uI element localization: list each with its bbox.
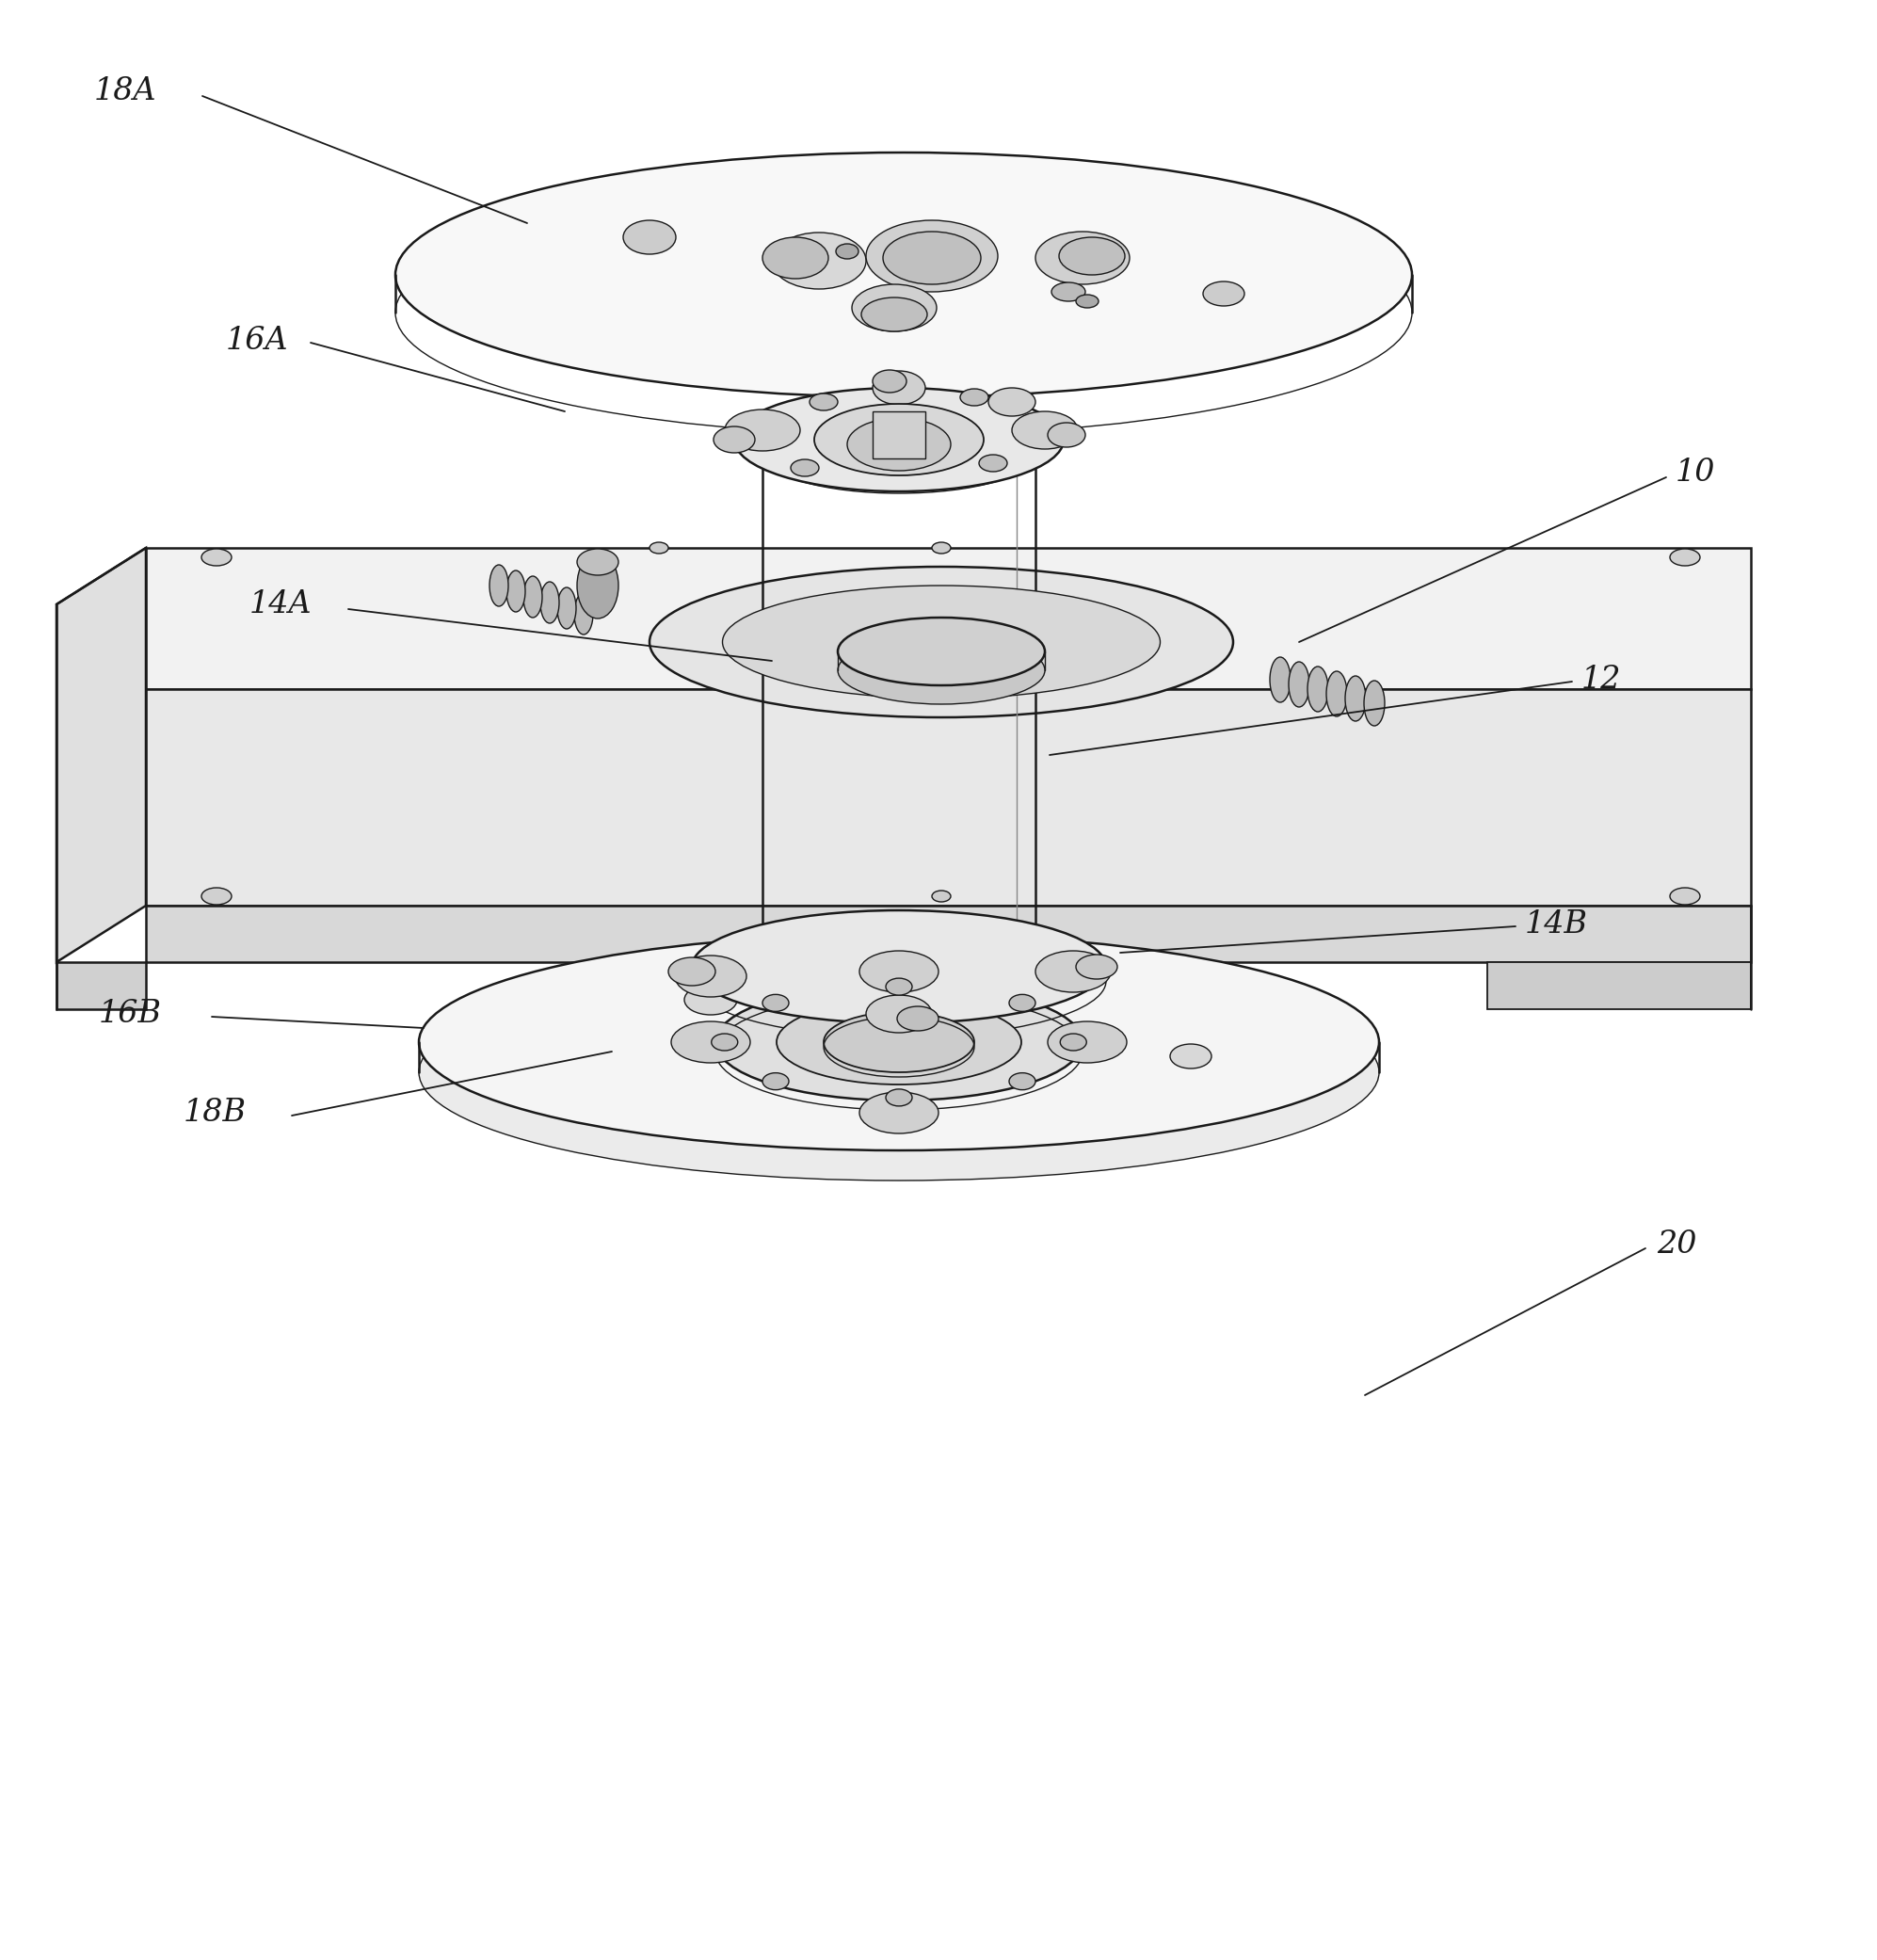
- Ellipse shape: [713, 427, 755, 453]
- Ellipse shape: [860, 1092, 938, 1133]
- Ellipse shape: [1010, 994, 1036, 1011]
- Ellipse shape: [1047, 1021, 1126, 1062]
- Ellipse shape: [762, 1072, 788, 1090]
- Ellipse shape: [1059, 237, 1124, 274]
- Ellipse shape: [762, 237, 828, 278]
- Text: 20: 20: [1657, 1229, 1697, 1260]
- Ellipse shape: [1010, 1072, 1036, 1090]
- Ellipse shape: [989, 388, 1036, 416]
- Ellipse shape: [396, 153, 1412, 398]
- Ellipse shape: [886, 1090, 912, 1105]
- Ellipse shape: [725, 410, 800, 451]
- Ellipse shape: [693, 909, 1106, 1023]
- Ellipse shape: [790, 459, 818, 476]
- Ellipse shape: [762, 923, 1036, 1002]
- Ellipse shape: [668, 956, 715, 986]
- Ellipse shape: [649, 543, 668, 553]
- Ellipse shape: [852, 284, 937, 331]
- Ellipse shape: [873, 370, 925, 406]
- Ellipse shape: [1327, 670, 1348, 717]
- Ellipse shape: [1061, 1033, 1087, 1051]
- Ellipse shape: [847, 417, 952, 470]
- Ellipse shape: [762, 414, 1036, 494]
- Ellipse shape: [897, 1005, 938, 1031]
- Ellipse shape: [824, 1011, 974, 1072]
- Ellipse shape: [676, 956, 747, 998]
- Ellipse shape: [1047, 423, 1085, 447]
- Ellipse shape: [1271, 657, 1291, 702]
- Ellipse shape: [862, 298, 927, 331]
- Ellipse shape: [201, 888, 231, 906]
- Ellipse shape: [931, 543, 952, 553]
- Text: 14B: 14B: [1524, 909, 1588, 939]
- Ellipse shape: [837, 637, 1045, 704]
- Text: 16B: 16B: [99, 1000, 161, 1029]
- Ellipse shape: [490, 564, 509, 606]
- Ellipse shape: [931, 890, 952, 902]
- Polygon shape: [146, 906, 1751, 962]
- Ellipse shape: [1671, 549, 1701, 566]
- Ellipse shape: [576, 553, 618, 619]
- Ellipse shape: [672, 1021, 751, 1062]
- Ellipse shape: [419, 964, 1380, 1180]
- Polygon shape: [1487, 962, 1751, 1009]
- Ellipse shape: [835, 243, 858, 259]
- Ellipse shape: [715, 984, 1083, 1100]
- Text: 12: 12: [1582, 664, 1622, 694]
- Ellipse shape: [1289, 662, 1310, 708]
- Ellipse shape: [1076, 955, 1117, 980]
- Ellipse shape: [815, 404, 984, 476]
- Ellipse shape: [865, 996, 931, 1033]
- Ellipse shape: [1012, 412, 1077, 449]
- Ellipse shape: [882, 231, 982, 284]
- Ellipse shape: [574, 594, 593, 635]
- Ellipse shape: [837, 617, 1045, 686]
- Ellipse shape: [524, 576, 542, 617]
- Ellipse shape: [1036, 231, 1130, 284]
- Ellipse shape: [623, 220, 676, 255]
- Ellipse shape: [649, 566, 1233, 717]
- Ellipse shape: [723, 586, 1160, 698]
- Ellipse shape: [507, 570, 526, 612]
- Ellipse shape: [1203, 282, 1244, 306]
- Ellipse shape: [1308, 666, 1329, 711]
- Ellipse shape: [1346, 676, 1366, 721]
- Text: 16A: 16A: [225, 325, 289, 357]
- Ellipse shape: [865, 220, 999, 292]
- Ellipse shape: [771, 233, 865, 288]
- Ellipse shape: [809, 394, 837, 410]
- Ellipse shape: [1076, 294, 1098, 308]
- Ellipse shape: [961, 388, 989, 406]
- Ellipse shape: [777, 1000, 1021, 1084]
- Polygon shape: [146, 690, 1751, 906]
- Polygon shape: [873, 412, 925, 459]
- Ellipse shape: [685, 984, 738, 1015]
- Ellipse shape: [873, 370, 907, 392]
- Text: 18B: 18B: [184, 1098, 246, 1127]
- Ellipse shape: [1036, 951, 1111, 992]
- Ellipse shape: [886, 978, 912, 996]
- Polygon shape: [146, 549, 1751, 690]
- Text: 10: 10: [1676, 457, 1716, 488]
- Ellipse shape: [419, 933, 1380, 1151]
- Ellipse shape: [201, 549, 231, 566]
- Text: 18A: 18A: [94, 76, 158, 106]
- Ellipse shape: [1671, 888, 1701, 906]
- Ellipse shape: [980, 455, 1008, 472]
- Polygon shape: [56, 549, 146, 962]
- Ellipse shape: [762, 994, 788, 1011]
- Ellipse shape: [1365, 680, 1385, 725]
- Polygon shape: [56, 962, 146, 1009]
- Ellipse shape: [1169, 1045, 1211, 1068]
- Ellipse shape: [557, 588, 576, 629]
- Ellipse shape: [541, 582, 559, 623]
- Ellipse shape: [1051, 282, 1085, 302]
- Ellipse shape: [734, 388, 1064, 492]
- Ellipse shape: [711, 1033, 738, 1051]
- Text: 14A: 14A: [250, 590, 312, 619]
- Ellipse shape: [576, 549, 618, 574]
- Ellipse shape: [860, 951, 938, 992]
